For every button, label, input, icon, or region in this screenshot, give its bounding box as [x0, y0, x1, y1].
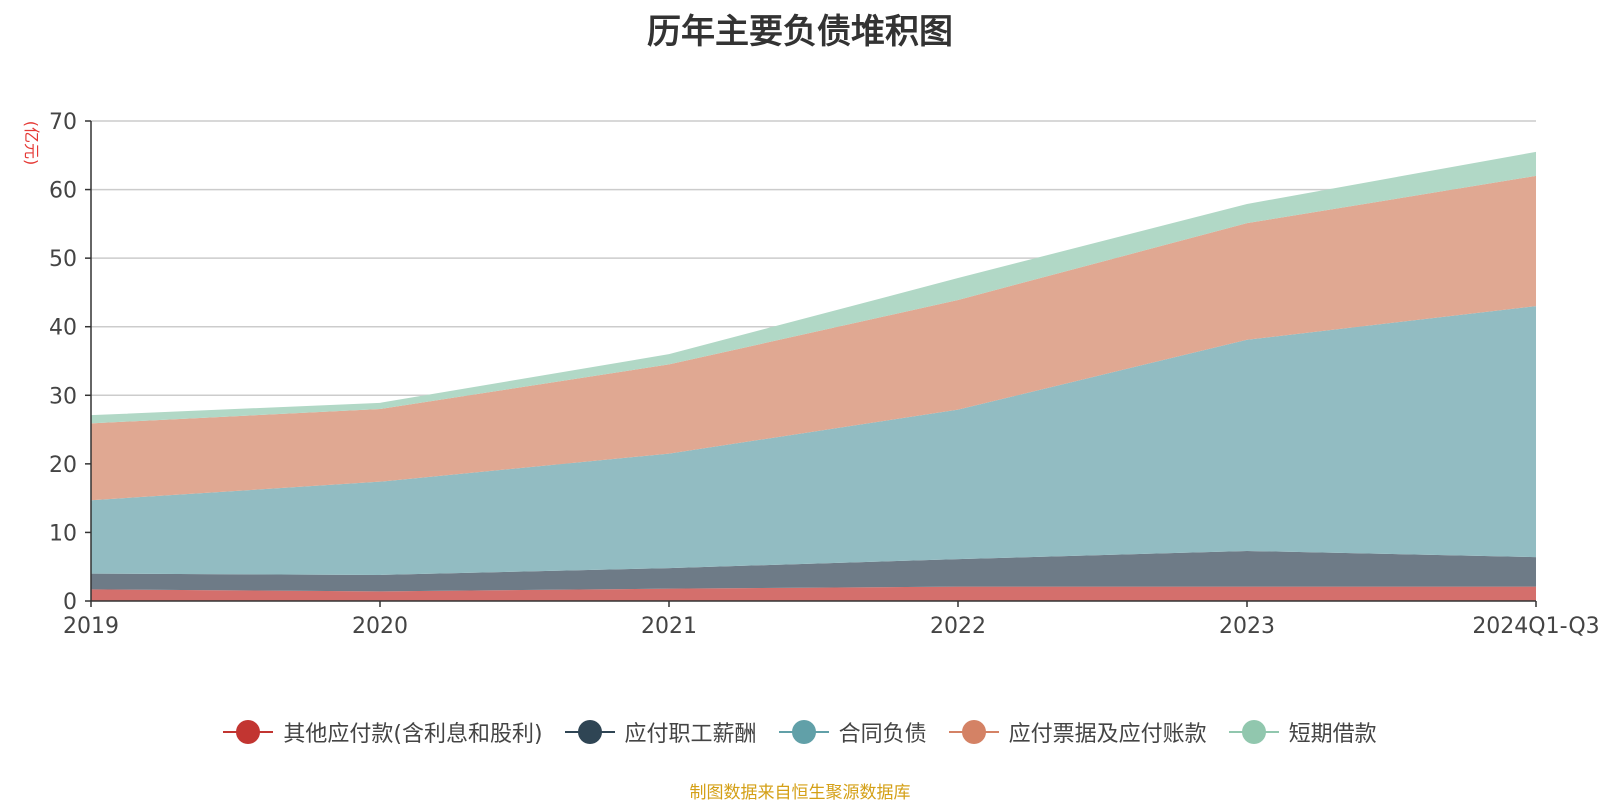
y-tick-label: 70 [49, 110, 77, 135]
legend-item[interactable]: 应付职工薪酬 [564, 716, 757, 748]
legend-label: 合同负债 [838, 722, 927, 747]
area-series-4 [91, 175, 1536, 501]
y-tick-label: 20 [49, 453, 77, 478]
legend: 其他应付款(含利息和股利) 应付职工薪酬 合同负债 应付票据及应付账款 短期借款 [0, 716, 1600, 748]
legend-marker [1228, 720, 1279, 744]
area-series-2 [91, 550, 1536, 592]
legend-item[interactable]: 合同负债 [778, 716, 927, 748]
legend-marker [564, 720, 615, 744]
legend-marker [778, 720, 829, 744]
area-series-5 [91, 151, 1536, 424]
axes: 0 10 20 30 40 50 60 70 2019 2020 2021 2022 2023 2024Q… [49, 110, 1600, 639]
area-series-3 [91, 306, 1536, 575]
y-tick-label: 0 [63, 590, 77, 615]
legend-item[interactable]: 短期借款 [1228, 716, 1377, 748]
area-series [91, 151, 1536, 601]
legend-item[interactable]: 其他应付款(含利息和股利) [223, 716, 543, 748]
stacked-area-chart: 0 10 20 30 40 50 60 70 2019 2020 2021 2022 2023 2024Q… [22, 110, 1600, 639]
y-tick-label: 40 [49, 316, 77, 341]
y-tick-label: 30 [49, 384, 77, 409]
x-tick-label: 2019 [63, 614, 119, 639]
x-tick-label: 2024Q1-Q3 [1472, 614, 1599, 639]
y-tick-label: 50 [49, 247, 77, 272]
y-tick-label: 10 [49, 521, 77, 546]
legend-label: 短期借款 [1288, 722, 1377, 747]
legend-marker [223, 720, 274, 744]
chart-title: 历年主要负债堆积图 [647, 12, 953, 52]
x-tick-label: 2022 [930, 614, 986, 639]
legend-label: 应付票据及应付账款 [1008, 722, 1207, 747]
legend-label: 其他应付款(含利息和股利) [283, 722, 543, 747]
area-series-1 [91, 586, 1536, 601]
legend-marker [948, 720, 999, 744]
y-axis-label: (亿元) [22, 121, 41, 166]
x-tick-label: 2020 [352, 614, 408, 639]
x-tick-label: 2021 [641, 614, 697, 639]
y-tick-label: 60 [49, 179, 77, 204]
x-tick-label: 2023 [1219, 614, 1275, 639]
source-note: 制图数据来自恒生聚源数据库 [689, 783, 911, 803]
legend-item[interactable]: 应付票据及应付账款 [948, 716, 1207, 748]
legend-label: 应付职工薪酬 [624, 722, 757, 747]
